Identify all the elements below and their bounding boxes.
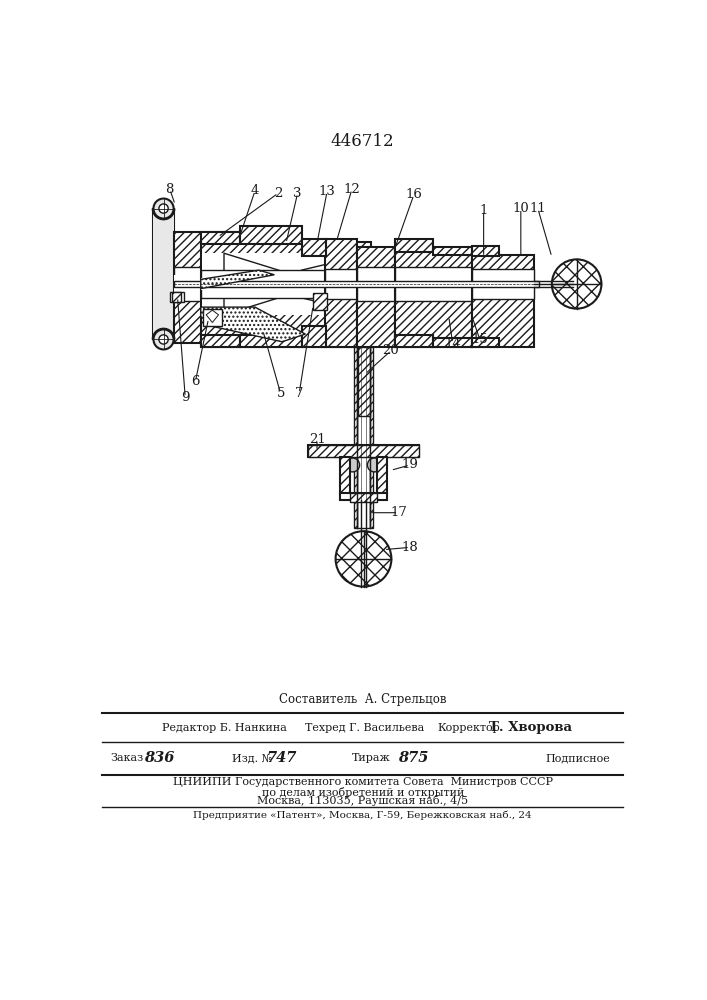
- Text: 747: 747: [267, 751, 297, 765]
- Polygon shape: [206, 310, 218, 323]
- Text: 15: 15: [472, 333, 488, 346]
- Text: Редактор Б. Нанкина: Редактор Б. Нанкина: [162, 723, 287, 733]
- Text: 836: 836: [144, 751, 175, 765]
- Text: 2: 2: [274, 187, 282, 200]
- Text: 5: 5: [276, 387, 285, 400]
- Bar: [175, 267, 251, 301]
- Bar: [201, 232, 240, 244]
- Text: 10: 10: [513, 202, 530, 215]
- Circle shape: [153, 329, 174, 349]
- Text: 18: 18: [402, 541, 419, 554]
- Text: Предприятие «Патент», Москва, Г-59, Бережковская наб., 24: Предприятие «Патент», Москва, Г-59, Бере…: [194, 811, 532, 820]
- Bar: [433, 247, 472, 255]
- Bar: [240, 226, 301, 244]
- Bar: [301, 326, 327, 347]
- Text: Корректор: Корректор: [437, 723, 500, 733]
- Circle shape: [159, 335, 168, 344]
- Text: Т. Хворова: Т. Хворова: [489, 721, 572, 734]
- Text: Заказ: Заказ: [110, 753, 144, 763]
- Bar: [175, 275, 251, 293]
- Bar: [175, 232, 251, 343]
- Text: 12: 12: [344, 183, 361, 196]
- Bar: [201, 335, 240, 347]
- Circle shape: [153, 199, 174, 219]
- Polygon shape: [224, 253, 286, 315]
- Text: 13: 13: [319, 185, 336, 198]
- Polygon shape: [201, 307, 305, 342]
- Bar: [358, 347, 370, 416]
- Bar: [395, 335, 433, 347]
- Bar: [202, 253, 370, 315]
- Bar: [340, 493, 387, 500]
- Bar: [354, 347, 357, 528]
- Text: 8: 8: [165, 183, 174, 196]
- Bar: [301, 239, 327, 256]
- Circle shape: [552, 259, 602, 309]
- Bar: [313, 293, 327, 310]
- Bar: [395, 267, 472, 301]
- Bar: [308, 445, 419, 457]
- Text: 21: 21: [309, 433, 325, 446]
- Polygon shape: [153, 209, 175, 339]
- Circle shape: [159, 204, 168, 213]
- Text: 11: 11: [530, 202, 547, 215]
- Bar: [175, 281, 539, 287]
- Text: Подписное: Подписное: [546, 753, 610, 763]
- Text: Техред Г. Васильева: Техред Г. Васильева: [305, 723, 425, 733]
- Text: по делам изобретений и открытий: по делам изобретений и открытий: [262, 787, 464, 798]
- Bar: [357, 347, 370, 528]
- Circle shape: [336, 531, 392, 587]
- Bar: [201, 270, 371, 298]
- Text: Изд. №: Изд. №: [232, 753, 272, 763]
- Bar: [325, 239, 357, 347]
- Bar: [240, 335, 301, 347]
- Bar: [201, 278, 371, 290]
- Text: 17: 17: [390, 506, 407, 519]
- Bar: [472, 338, 499, 347]
- Bar: [308, 445, 419, 457]
- Bar: [378, 457, 387, 496]
- Polygon shape: [153, 209, 175, 339]
- Bar: [357, 267, 395, 301]
- Bar: [340, 457, 349, 496]
- Text: 3: 3: [293, 187, 302, 200]
- Text: 7: 7: [295, 387, 303, 400]
- Text: 16: 16: [405, 188, 422, 201]
- Bar: [472, 246, 499, 256]
- Bar: [349, 493, 378, 502]
- Bar: [203, 309, 222, 326]
- Text: 875: 875: [398, 751, 428, 765]
- Circle shape: [346, 458, 360, 472]
- Text: ЦНИИПИ Государственного комитета Совета  Министров СССР: ЦНИИПИ Государственного комитета Совета …: [173, 777, 553, 787]
- Bar: [370, 347, 373, 528]
- Text: 20: 20: [382, 344, 399, 358]
- Bar: [395, 249, 472, 347]
- Polygon shape: [201, 270, 274, 289]
- Bar: [395, 239, 433, 252]
- Text: 14: 14: [444, 337, 461, 350]
- Text: 19: 19: [402, 458, 419, 471]
- Text: 446712: 446712: [331, 133, 395, 150]
- Bar: [433, 338, 472, 347]
- Bar: [472, 269, 534, 299]
- Text: Тираж: Тираж: [352, 753, 391, 763]
- Bar: [325, 269, 357, 299]
- Bar: [472, 255, 534, 347]
- Text: 4: 4: [251, 184, 259, 197]
- Text: 9: 9: [181, 391, 189, 404]
- Circle shape: [368, 458, 381, 472]
- Text: Составитель  А. Стрельцов: Составитель А. Стрельцов: [279, 693, 447, 706]
- Polygon shape: [301, 261, 340, 307]
- Text: 1: 1: [479, 204, 488, 217]
- Text: Москва, 113035, Раушская наб., 4/5: Москва, 113035, Раушская наб., 4/5: [257, 795, 468, 806]
- Bar: [170, 292, 184, 302]
- Text: 6: 6: [191, 375, 199, 388]
- Bar: [201, 242, 371, 347]
- Bar: [357, 247, 395, 347]
- Bar: [172, 292, 182, 302]
